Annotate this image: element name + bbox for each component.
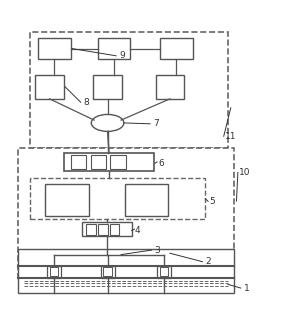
Bar [18,249,234,293]
Bar [160,267,168,277]
Bar [94,75,122,99]
Text: 3: 3 [154,246,160,256]
Bar [125,184,168,216]
Text: 8: 8 [84,98,89,107]
Bar [71,155,86,169]
Bar [91,155,106,169]
Bar [18,149,234,280]
Bar [160,38,192,59]
Text: 4: 4 [134,226,140,235]
Bar [30,178,205,219]
Bar [35,75,64,99]
Ellipse shape [91,114,124,132]
Text: 6: 6 [158,159,164,168]
Bar [157,266,171,278]
Bar [47,266,61,278]
Bar [49,267,58,277]
Text: 11: 11 [225,132,237,141]
Bar [86,224,96,235]
Bar [82,222,132,236]
Bar [103,267,112,277]
Bar [100,266,115,278]
Text: 5: 5 [210,197,215,206]
Bar [64,153,154,171]
Text: 2: 2 [205,257,211,266]
Text: 10: 10 [239,168,251,177]
Bar [110,224,120,235]
Bar [110,155,126,169]
Bar [45,184,89,216]
Bar [38,38,71,59]
Text: 7: 7 [153,119,159,128]
Bar [98,224,108,235]
Bar [30,32,228,149]
Text: 1: 1 [244,283,249,293]
Bar [156,75,184,99]
Text: 9: 9 [119,51,125,60]
Bar [98,38,130,59]
